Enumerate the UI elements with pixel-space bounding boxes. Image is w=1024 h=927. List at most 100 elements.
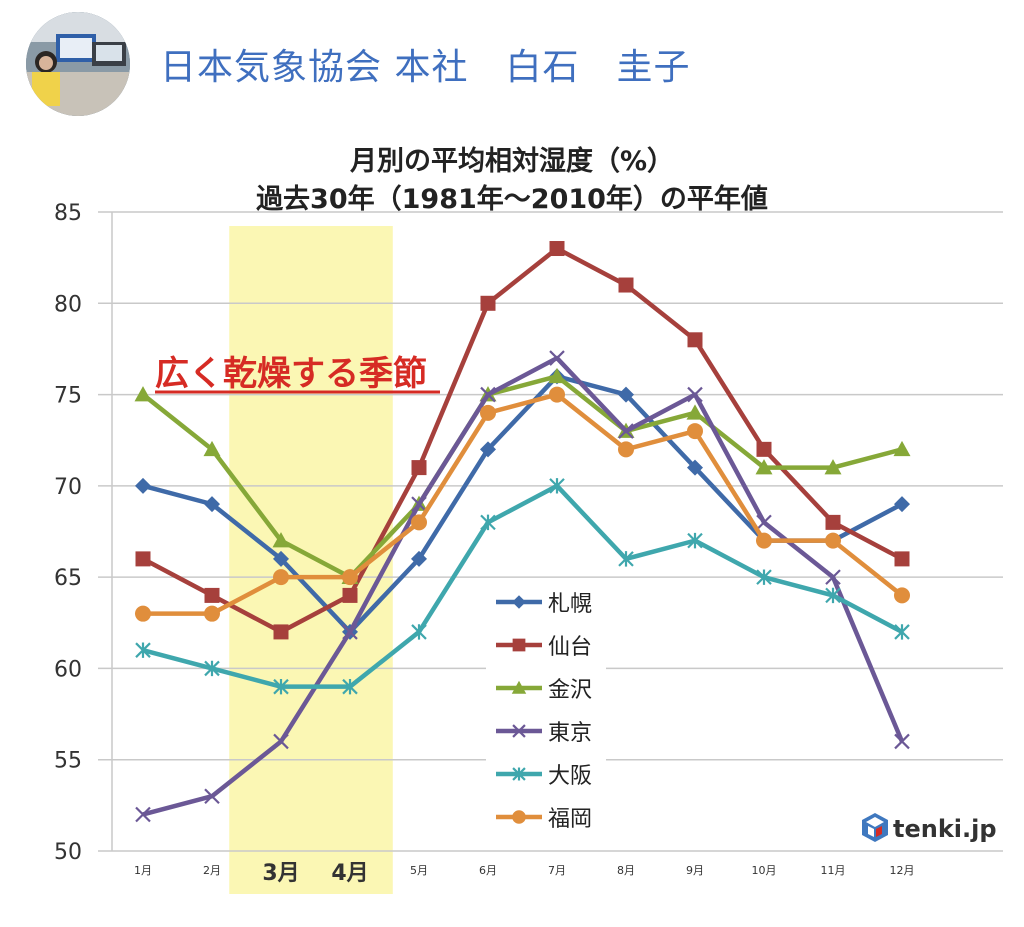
data-point bbox=[618, 277, 634, 293]
data-point bbox=[756, 569, 772, 585]
y-tick-label: 75 bbox=[54, 384, 82, 409]
y-tick-label: 65 bbox=[54, 566, 82, 591]
data-point bbox=[894, 624, 910, 640]
legend-item: 大阪 bbox=[496, 764, 592, 789]
data-point bbox=[756, 514, 772, 531]
data-point bbox=[204, 788, 220, 805]
data-point bbox=[824, 459, 842, 475]
y-tick-label: 50 bbox=[54, 840, 82, 865]
data-point bbox=[411, 514, 427, 531]
data-point bbox=[273, 569, 289, 586]
data-point bbox=[512, 595, 526, 609]
avatar[interactable] bbox=[26, 12, 130, 116]
data-point bbox=[687, 459, 703, 476]
data-point bbox=[549, 386, 565, 403]
data-point bbox=[549, 350, 565, 366]
data-point bbox=[342, 624, 358, 640]
series-東京 bbox=[135, 350, 910, 823]
data-point bbox=[618, 551, 634, 567]
y-tick-label: 80 bbox=[54, 292, 82, 317]
data-point bbox=[687, 423, 703, 440]
legend-label: 福岡 bbox=[548, 807, 592, 832]
y-tick-label: 70 bbox=[54, 475, 82, 500]
data-point bbox=[893, 440, 911, 457]
data-point bbox=[411, 460, 427, 476]
data-point bbox=[894, 496, 910, 513]
series-line bbox=[141, 374, 903, 580]
x-tick-label: 11月 bbox=[821, 864, 846, 877]
data-point bbox=[135, 477, 151, 494]
tenki-logo-text: tenki.jp bbox=[893, 815, 997, 843]
chart-subtitle: 過去30年（1981年～2010年）の平年値 bbox=[256, 183, 768, 215]
data-point bbox=[273, 733, 289, 750]
y-axis: 50 55 60 65 70 75 80 85 bbox=[54, 201, 113, 865]
data-point bbox=[480, 404, 496, 421]
legend-label: 札幌 bbox=[548, 592, 592, 617]
x-tick-label: 2月 bbox=[203, 864, 221, 877]
data-point bbox=[549, 478, 565, 494]
data-point bbox=[342, 678, 358, 695]
data-point bbox=[204, 496, 220, 513]
data-point bbox=[825, 514, 841, 530]
x-tick-label: 6月 bbox=[479, 864, 497, 877]
data-point bbox=[204, 660, 220, 677]
data-point bbox=[135, 551, 151, 567]
post-header: 日本気象協会 本社 白石 圭子 bbox=[0, 0, 1024, 120]
data-point bbox=[756, 441, 772, 457]
data-point bbox=[273, 678, 289, 695]
x-tick-label: 12月 bbox=[890, 864, 915, 877]
data-point bbox=[894, 733, 910, 750]
series-大阪 bbox=[135, 478, 910, 695]
x-tick-label: 10月 bbox=[752, 864, 777, 877]
data-point bbox=[618, 441, 634, 458]
data-point bbox=[204, 605, 220, 622]
data-point bbox=[411, 550, 427, 567]
data-point bbox=[272, 532, 290, 548]
series-福岡 bbox=[135, 386, 910, 622]
chart-titles: 月別の平均相対湿度（%） 過去30年（1981年～2010年）の平年値 広く乾燥… bbox=[155, 145, 768, 394]
data-point bbox=[687, 532, 703, 549]
x-tick-label: 7月 bbox=[548, 864, 566, 877]
series-line bbox=[143, 392, 904, 616]
x-tick-label: 9月 bbox=[686, 864, 704, 877]
series-line bbox=[141, 246, 904, 635]
y-tick-label: 85 bbox=[54, 201, 82, 226]
x-axis: 1月 2月 3月 4月 5月 6月 7月 8月 9月 10月 11月 12月 bbox=[134, 861, 915, 886]
data-point bbox=[512, 767, 526, 781]
data-point bbox=[512, 724, 526, 738]
data-point bbox=[548, 367, 566, 384]
data-point bbox=[411, 624, 427, 640]
data-point bbox=[618, 386, 634, 403]
data-point bbox=[480, 514, 496, 531]
data-point bbox=[511, 680, 527, 694]
author-name[interactable]: 日本気象協会 本社 白石 圭子 bbox=[160, 47, 691, 88]
data-point bbox=[687, 386, 703, 403]
data-point bbox=[273, 550, 289, 567]
data-point bbox=[480, 295, 496, 311]
series-line bbox=[142, 483, 904, 689]
data-point bbox=[512, 638, 526, 652]
data-point bbox=[687, 332, 703, 348]
y-tick-label: 55 bbox=[54, 749, 82, 774]
x-tick-label: 5月 bbox=[410, 864, 428, 877]
legend-label: 大阪 bbox=[548, 764, 592, 789]
legend-box bbox=[486, 586, 606, 832]
series-lines bbox=[134, 241, 911, 823]
data-point bbox=[480, 386, 496, 403]
data-point bbox=[342, 569, 358, 586]
data-point bbox=[411, 496, 427, 512]
legend-label: 金沢 bbox=[548, 678, 592, 703]
data-point bbox=[894, 587, 910, 604]
data-point bbox=[480, 441, 496, 458]
data-point bbox=[273, 624, 289, 640]
data-point bbox=[756, 532, 772, 549]
data-point bbox=[204, 587, 220, 603]
legend-item: 金沢 bbox=[496, 678, 592, 703]
data-point bbox=[135, 806, 151, 823]
legend-item: 東京 bbox=[496, 721, 592, 746]
chart-title: 月別の平均相対湿度（%） bbox=[349, 145, 674, 177]
x-tick-label: 3月 bbox=[262, 861, 299, 886]
tenki-cube-icon bbox=[862, 813, 888, 842]
data-point bbox=[894, 551, 910, 567]
